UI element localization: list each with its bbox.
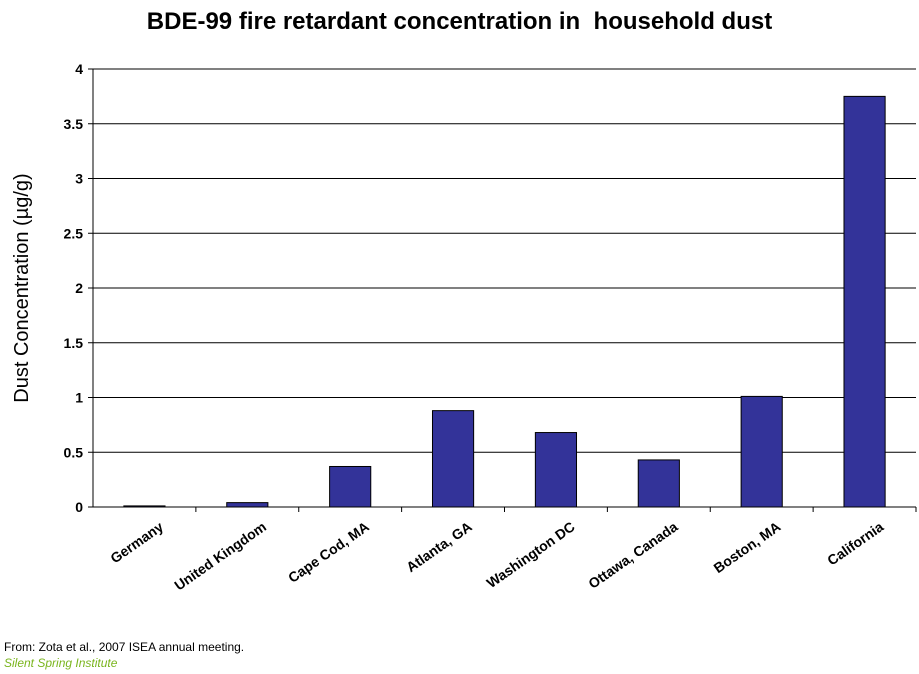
y-tick-label: 0.5 [64,444,84,460]
x-tick-label: Boston, MA [711,518,784,576]
x-tick-label: Cape Cod, MA [285,518,372,586]
y-tick-label: 3.5 [64,116,84,132]
y-tick-label: 0 [75,499,83,515]
x-tick-label: Washington DC [484,518,578,591]
y-tick-label: 2.5 [64,225,84,241]
institute-credit: Silent Spring Institute [4,656,118,670]
bar [637,459,680,508]
y-tick-label: 1 [75,390,83,406]
bar [431,410,475,508]
x-tick-label: Germany [107,518,166,566]
y-tick-label: 3 [75,171,83,187]
axes [88,68,917,512]
source-citation: From: Zota et al., 2007 ISEA annual meet… [4,640,245,654]
bar [534,432,578,508]
x-tick-label: United Kingdom [171,518,269,593]
x-tick-label: Ottawa, Canada [585,518,680,591]
bar [226,502,269,508]
y-tick-label: 2 [75,280,83,296]
y-axis-title: Dust Concentration (µg/g) [11,173,33,402]
y-tick-label: 1.5 [64,335,84,351]
x-tick-label: Atlanta, GA [403,518,475,575]
bar [329,465,372,508]
bar [843,95,886,508]
chart-title: BDE-99 fire retardant concentration in h… [146,8,773,35]
bar [740,395,783,508]
gridlines [93,68,916,453]
bars [123,95,886,508]
y-tick-label: 4 [75,61,83,77]
x-tick-label: California [824,518,886,568]
